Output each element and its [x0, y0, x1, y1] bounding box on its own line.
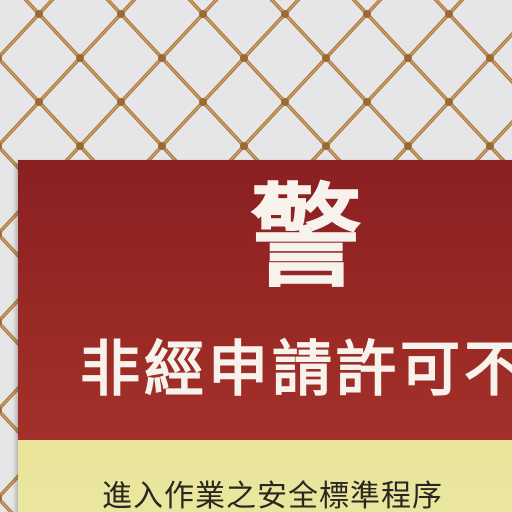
warning-sign: 警 非經申請許可不 進入作業之安全標準程序: [18, 160, 512, 512]
sign-line: 非經申請許可不: [80, 335, 512, 405]
sign-yellow-panel: [18, 440, 512, 512]
sign-line: 進入作業之安全標準程序: [102, 479, 443, 512]
sign-red-panel: [18, 160, 512, 440]
sign-heading: 警: [250, 173, 362, 303]
